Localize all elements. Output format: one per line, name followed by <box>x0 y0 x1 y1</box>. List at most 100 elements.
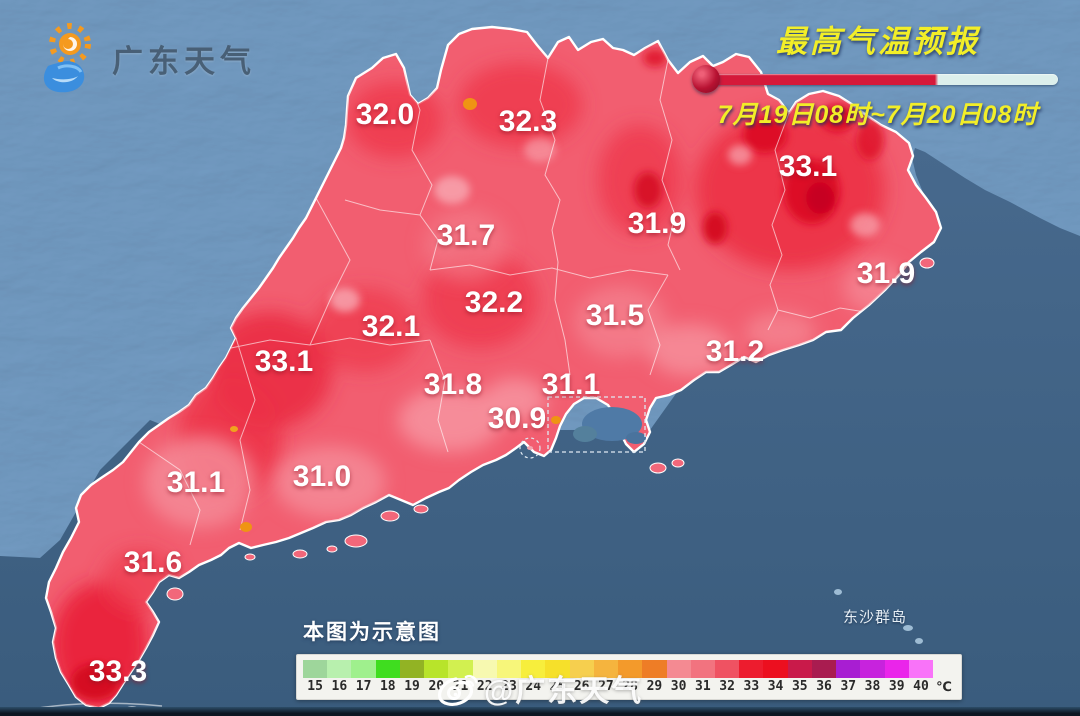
legend-cell: 21 <box>448 660 473 696</box>
legend-cell: 22 <box>472 660 497 696</box>
legend-cell: 23 <box>496 660 522 696</box>
thermometer-bulb <box>692 65 720 93</box>
legend-swatch <box>642 660 667 678</box>
legend-tick: 17 <box>355 679 372 694</box>
legend-tick: 35 <box>791 679 808 694</box>
legend-cell: 18 <box>375 660 400 696</box>
legend-cell: 19 <box>399 660 425 696</box>
legend-swatch <box>690 660 715 678</box>
legend-cell: 26 <box>569 660 594 696</box>
legend-swatch <box>811 660 837 678</box>
legend-swatch <box>424 660 449 678</box>
temp-label: 31.2 <box>705 335 765 368</box>
legend-swatch <box>327 660 352 678</box>
temp-label: 30.9 <box>487 402 547 435</box>
temp-label: 31.5 <box>585 299 645 332</box>
temp-label: 33.1 <box>778 150 838 183</box>
legend-tick: 34 <box>767 679 784 694</box>
legend-tick: 40 <box>913 679 929 694</box>
legend-swatch <box>448 660 473 678</box>
legend-cell: 30 <box>666 660 691 696</box>
temp-label: 31.7 <box>436 219 496 252</box>
legend-tick: 22 <box>476 679 493 694</box>
legend-swatch <box>496 660 522 678</box>
legend-cell: 39 <box>884 660 909 696</box>
legend-swatch <box>399 660 425 678</box>
legend-tick: 15 <box>307 679 323 694</box>
legend-swatch <box>739 660 764 678</box>
legend-tick: 29 <box>646 679 663 694</box>
legend-cell: 33 <box>739 660 764 696</box>
forecast-title-block: 最高气温预报 7月19日08时~7月20日08时 <box>692 16 1064 131</box>
legend-tick: 21 <box>452 679 469 694</box>
legend-tick: 32 <box>719 679 735 694</box>
legend-cell: 15 <box>303 660 328 696</box>
legend-cell: 28 <box>618 660 643 696</box>
legend-scale: 15 16 17 18 19 20 21 22 23 24 25 26 27 28 29 30 31 32 33 34… <box>303 660 934 696</box>
legend-swatch <box>666 660 691 678</box>
logo-text: 广东天气 <box>112 43 256 79</box>
forecast-date-range: 7月19日08时~7月20日08时 <box>717 101 1039 129</box>
legend-tick: 24 <box>525 679 542 694</box>
legend-tick: 38 <box>864 679 881 694</box>
hongkong-dashed-boundary <box>547 396 646 453</box>
temp-label: 31.6 <box>123 546 183 579</box>
weather-logo-icon <box>43 23 91 93</box>
water-swirl-icon <box>43 61 85 93</box>
legend-swatch <box>787 660 812 678</box>
temp-label: 31.1 <box>541 368 601 401</box>
legend-swatch <box>836 660 861 678</box>
legend-swatch <box>593 660 619 678</box>
sun-icon <box>59 33 81 55</box>
legend-cell: 29 <box>642 660 667 696</box>
map-note: 本图为示意图 <box>303 621 441 644</box>
legend-tick: 26 <box>573 679 590 694</box>
legend-cell: 34 <box>763 660 788 696</box>
legend-tick: 33 <box>743 679 760 694</box>
legend-tick: 30 <box>670 679 687 694</box>
sun-rays <box>49 23 91 65</box>
forecast-title: 最高气温预报 <box>776 24 980 59</box>
temp-label: 31.8 <box>423 368 483 401</box>
legend-cell: 38 <box>860 660 885 696</box>
legend-tick: 20 <box>428 679 445 694</box>
sea-islands <box>834 589 923 644</box>
legend-cell: 36 <box>811 660 837 696</box>
legend-swatch <box>714 660 740 678</box>
legend-swatch <box>521 660 546 678</box>
temp-label: 31.9 <box>627 207 687 240</box>
temp-label: 32.0 <box>355 98 415 131</box>
temp-label: 33.3 <box>88 655 148 688</box>
legend-tick: 36 <box>816 679 832 694</box>
legend-swatch <box>908 660 934 678</box>
temp-label: 32.3 <box>498 105 558 138</box>
legend-swatch <box>545 660 570 678</box>
hongkong-area <box>519 396 646 459</box>
legend-cell: 17 <box>351 660 376 696</box>
hot-spot-dots <box>230 98 561 532</box>
legend-cell: 25 <box>545 660 570 696</box>
temp-label: 33.1 <box>254 345 314 378</box>
legend-tick: 27 <box>598 679 614 694</box>
temp-label: 32.2 <box>464 286 524 319</box>
bottom-edge-strip <box>0 707 1080 716</box>
legend-tick: 31 <box>695 679 711 694</box>
station-logo: 广东天气 <box>28 22 256 94</box>
legend-tick: 25 <box>549 679 566 694</box>
legend-cell: 24 <box>521 660 546 696</box>
legend-unit: ℃ <box>936 679 952 694</box>
temp-label: 31.9 <box>856 257 916 290</box>
legend-tick: 19 <box>404 679 420 694</box>
temp-label: 31.0 <box>292 460 352 493</box>
legend-cell: 37 <box>836 660 861 696</box>
legend-tick: 18 <box>379 679 396 694</box>
temp-label: 32.1 <box>361 310 421 343</box>
legend-cell: 32 <box>714 660 740 696</box>
thermometer-graphic <box>692 65 1064 93</box>
legend-swatch <box>569 660 594 678</box>
legend-tick: 37 <box>840 679 857 694</box>
legend-cell: 20 <box>424 660 449 696</box>
legend-tick: 39 <box>888 679 905 694</box>
